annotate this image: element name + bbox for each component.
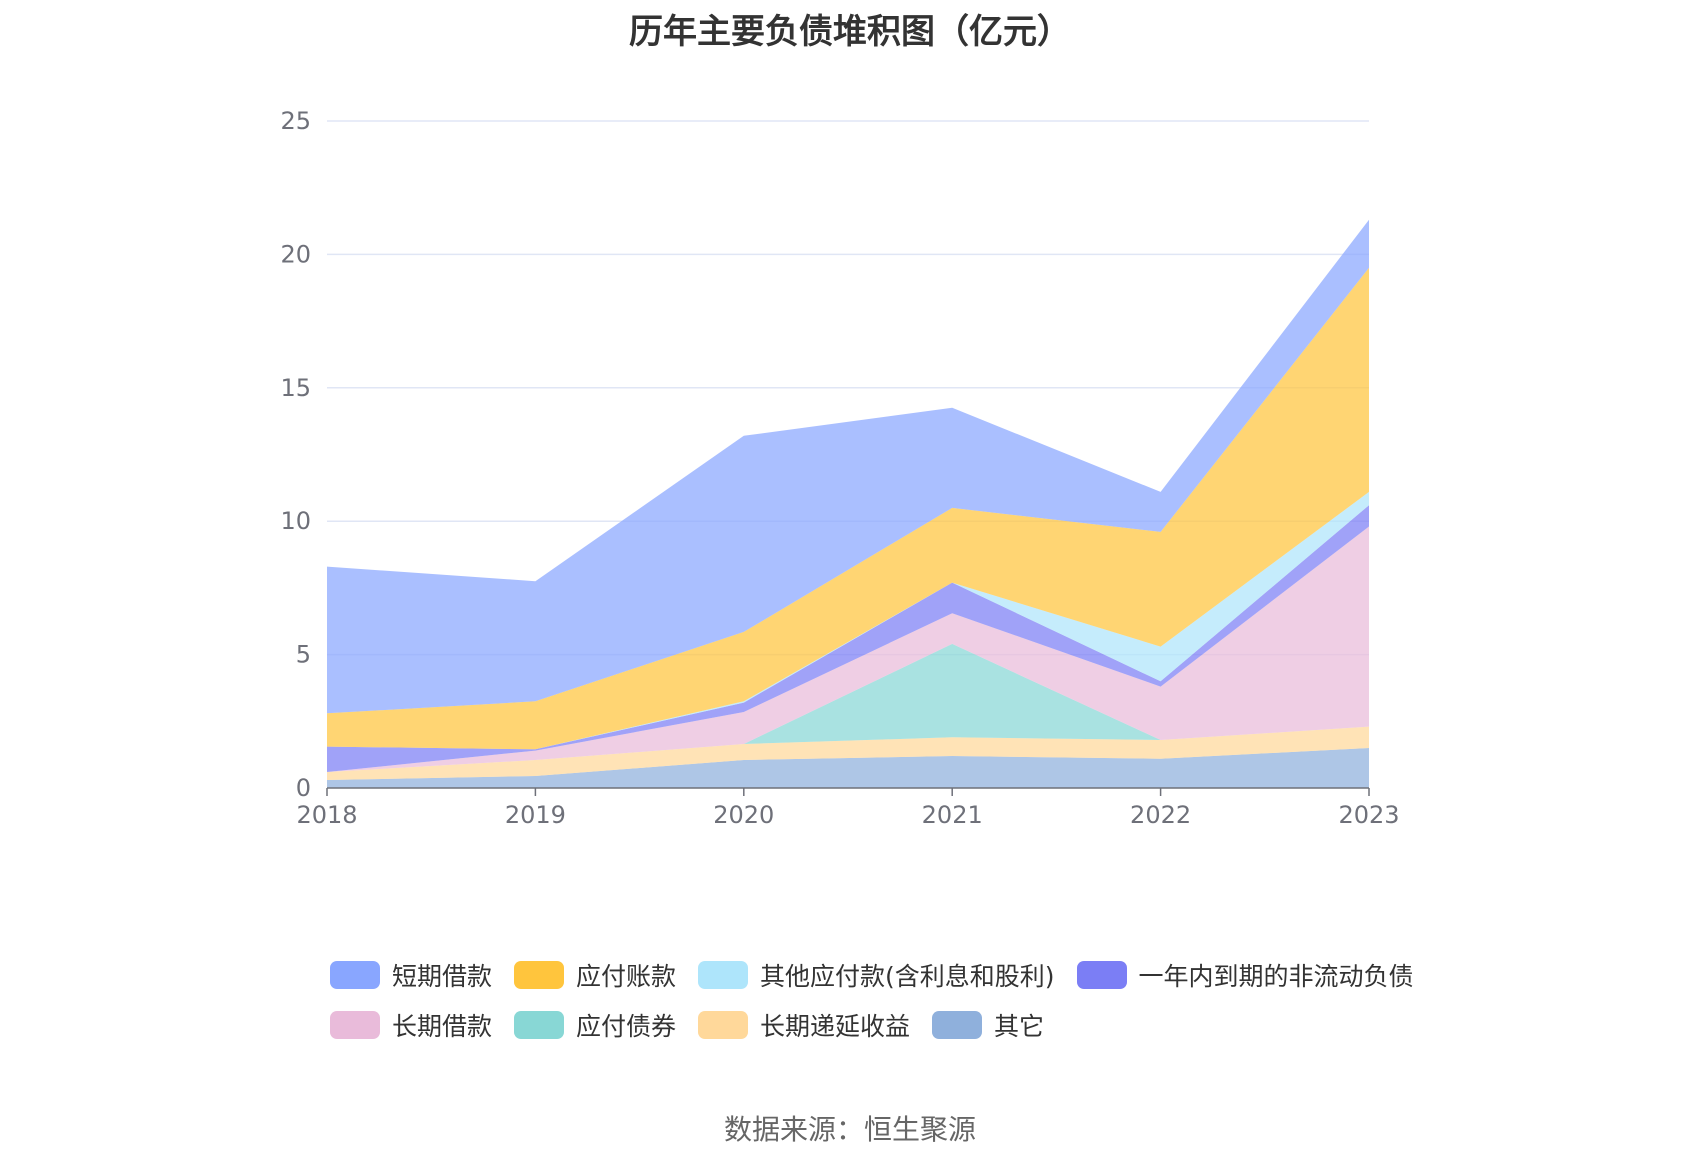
- legend-swatch: [698, 961, 749, 989]
- legend-label: 其它: [994, 1012, 1045, 1041]
- area-series: [327, 643, 1369, 772]
- legend-item-current-noncurrent-liabilities[interactable]: 一年内到期的非流动负债: [1076, 957, 1414, 993]
- y-tick-label: 25: [280, 107, 311, 135]
- area-series: [327, 267, 1369, 750]
- x-tick-label: 2023: [1338, 801, 1399, 829]
- legend: 短期借款 应付账款 其他应付款(含利息和股利) 一年内到期的非流动负债 长期借款…: [330, 950, 1430, 1050]
- legend-item-deferred-income[interactable]: 长期递延收益: [698, 1007, 910, 1043]
- legend-row-2: 长期借款 应付债券 长期递延收益 其它: [330, 1000, 1430, 1050]
- y-tick-label: 0: [296, 774, 311, 802]
- x-tick-label: 2021: [922, 801, 983, 829]
- legend-swatch: [330, 961, 380, 989]
- y-tick-label: 5: [296, 641, 311, 669]
- legend-label: 长期递延收益: [760, 1012, 911, 1041]
- area-series: [327, 526, 1369, 772]
- legend-item-accounts-payable[interactable]: 应付账款: [514, 957, 676, 993]
- x-tick-label: 2018: [296, 801, 357, 829]
- legend-item-bonds-payable[interactable]: 应付债券: [514, 1007, 676, 1043]
- legend-label: 一年内到期的非流动负债: [1138, 962, 1414, 991]
- legend-label: 长期借款: [392, 1012, 493, 1041]
- x-tick-label: 2022: [1130, 801, 1191, 829]
- axes: 0 5 10 15 20 25 2018 2019 2020 2021 2022 2023: [280, 107, 1399, 829]
- data-source-note: 数据来源：恒生聚源: [723, 1113, 976, 1146]
- legend-item-long-term-loans[interactable]: 长期借款: [330, 1007, 492, 1043]
- legend-row-1: 短期借款 应付账款 其他应付款(含利息和股利) 一年内到期的非流动负债: [330, 950, 1430, 1000]
- area-series: [327, 219, 1369, 714]
- x-tick-label: 2019: [505, 801, 566, 829]
- area-series: [327, 748, 1369, 788]
- legend-swatch: [514, 1011, 565, 1039]
- legend-swatch: [1076, 961, 1127, 989]
- legend-label: 短期借款: [392, 962, 493, 991]
- y-tick-label: 20: [280, 240, 311, 268]
- chart-title: 历年主要负债堆积图（亿元）: [629, 12, 1071, 52]
- legend-swatch: [698, 1011, 749, 1039]
- legend-label: 应付债券: [576, 1012, 677, 1041]
- y-tick-label: 15: [280, 374, 311, 402]
- legend-label: 其他应付款(含利息和股利): [760, 962, 1055, 991]
- legend-item-other-payables[interactable]: 其他应付款(含利息和股利): [698, 957, 1055, 993]
- area-series-layer: [327, 219, 1369, 788]
- legend-item-other[interactable]: 其它: [932, 1007, 1044, 1043]
- legend-swatch: [514, 961, 565, 989]
- area-series: [327, 726, 1369, 780]
- x-tick-label: 2020: [713, 801, 774, 829]
- legend-swatch: [932, 1011, 983, 1039]
- legend-label: 应付账款: [576, 962, 677, 991]
- legend-item-short-term-loans[interactable]: 短期借款: [330, 957, 492, 993]
- legend-swatch: [330, 1011, 380, 1039]
- y-tick-label: 10: [280, 507, 311, 535]
